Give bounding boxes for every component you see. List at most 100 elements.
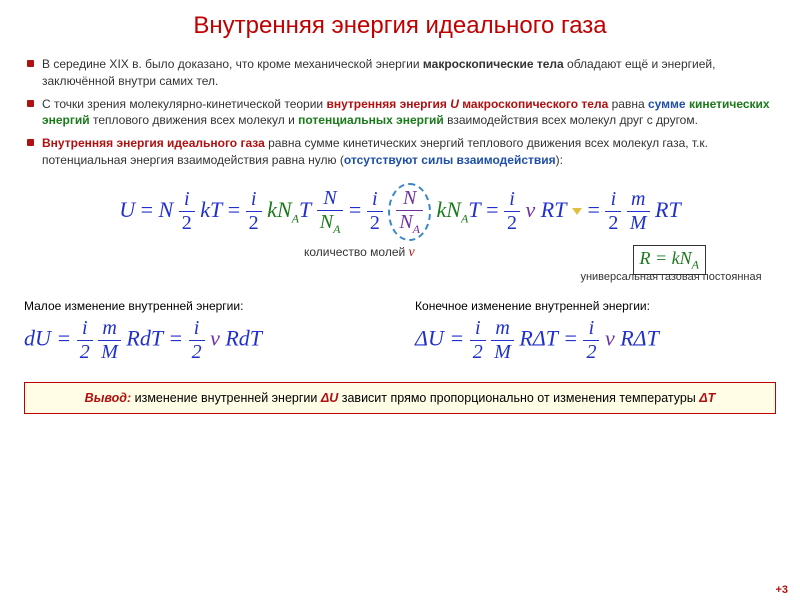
text: RΔT	[519, 325, 557, 350]
frac-num: i	[605, 188, 621, 212]
frac-num: i	[189, 317, 205, 341]
sub-A: A	[333, 222, 340, 236]
var-T: T	[468, 197, 480, 222]
slide-title: Внутренняя энергия идеального газа	[24, 12, 776, 40]
frac-num: i	[504, 188, 520, 212]
frac-num: i	[246, 188, 262, 212]
frac-num: i	[367, 188, 383, 212]
frac-num: i	[77, 317, 93, 341]
text: количество молей	[304, 245, 409, 259]
frac-den: M	[98, 341, 121, 364]
text: R = kN	[640, 248, 692, 268]
right-col: Конечное изменение внутренней энергии: Δ…	[415, 299, 776, 364]
var-R: R	[541, 197, 554, 222]
sub-A: A	[692, 257, 699, 271]
var-nu: ν	[605, 325, 615, 350]
frac-den: 2	[246, 212, 262, 235]
bold-text: макроскопические тела	[423, 57, 564, 71]
red-text: U	[450, 97, 459, 111]
left-col: Малое изменение внутренней энергии: dU =…	[24, 299, 385, 364]
red-text: внутренняя энергия	[326, 97, 450, 111]
bullet-1: В середине XIX в. было доказано, что кро…	[24, 56, 776, 90]
circled-fraction: NNA	[388, 183, 431, 241]
delta-T: ΔT	[699, 391, 715, 405]
red-text: Внутренняя энергия идеального газа	[42, 136, 265, 150]
var-k: k	[437, 197, 447, 222]
frac-den: 2	[367, 212, 383, 235]
var-k: k	[200, 197, 210, 222]
frac-den: 2	[605, 212, 621, 235]
var-T: T	[554, 197, 566, 222]
eq: =	[56, 325, 76, 350]
text: теплового движения всех молекул и	[90, 113, 298, 127]
arrow-down-icon	[572, 208, 582, 215]
gas-constant-label: универсальная газовая постоянная	[576, 271, 766, 283]
var-N: N	[159, 197, 174, 222]
frac-den: M	[627, 212, 650, 235]
text: В середине XIX в. было доказано, что кро…	[42, 57, 423, 71]
bullet-2: С точки зрения молекулярно-кинетической …	[24, 96, 776, 130]
var-k: k	[267, 197, 277, 222]
var-NA: N	[446, 197, 461, 222]
delta-U: ΔU	[321, 391, 338, 405]
eq: =	[349, 197, 367, 222]
var-NA: N	[277, 197, 292, 222]
frac-den: 2	[470, 341, 486, 364]
frac-num: m	[98, 317, 121, 341]
var-U: U	[119, 197, 135, 222]
var-R: R	[655, 197, 668, 222]
var-NA: N	[399, 211, 412, 233]
small-change-label: Малое изменение внутренней энергии:	[24, 299, 385, 313]
slide-number: +3	[775, 584, 788, 596]
text: С точки зрения молекулярно-кинетической …	[42, 97, 326, 111]
frac-den: 2	[583, 341, 599, 364]
eq: =	[141, 197, 159, 222]
red-text: макроскопического тела	[459, 97, 608, 111]
text: взаимодействия всех молекул друг с друго…	[444, 113, 698, 127]
sub-A: A	[413, 222, 420, 236]
var-DeltaU: ΔU	[415, 325, 444, 350]
frac-den: 2	[77, 341, 93, 364]
bullet-3: Внутренняя энергия идеального газа равна…	[24, 135, 776, 169]
frac-num: i	[179, 188, 195, 212]
nu-symbol: ν	[409, 245, 415, 260]
frac-den: 2	[189, 341, 205, 364]
moles-label: количество молей ν	[304, 245, 415, 261]
finite-change-formula: ΔU = i2 mM RΔT = i2 ν RΔT	[415, 317, 776, 364]
conclusion-lead: Вывод:	[85, 391, 131, 405]
var-T: T	[669, 197, 681, 222]
var-NA: N	[320, 211, 333, 233]
two-column-formulas: Малое изменение внутренней энергии: dU =…	[24, 299, 776, 364]
var-T: T	[299, 197, 311, 222]
bullet-list: В середине XIX в. было доказано, что кро…	[24, 56, 776, 169]
frac-den: M	[491, 341, 514, 364]
sub-labels: количество молей ν R = kNA универсальная…	[24, 245, 776, 285]
eq: =	[228, 197, 246, 222]
frac-num: m	[627, 188, 650, 212]
frac-den: 2	[504, 212, 520, 235]
var-nu: ν	[210, 325, 220, 350]
eq: =	[449, 325, 469, 350]
var-dU: dU	[24, 325, 51, 350]
var-nu: ν	[525, 197, 535, 222]
text: RdT	[126, 325, 162, 350]
frac-num: m	[491, 317, 514, 341]
eq: =	[563, 325, 583, 350]
frac-num: N	[317, 187, 344, 211]
text: RΔT	[620, 325, 659, 350]
text: ):	[556, 153, 563, 167]
text: равна	[608, 97, 648, 111]
text: RdT	[225, 325, 262, 350]
text: зависит прямо пропорционально от изменен…	[338, 391, 699, 405]
blue-text: сумме	[648, 97, 686, 111]
small-change-formula: dU = i2 mM RdT = i2 ν RdT	[24, 317, 385, 364]
eq: =	[587, 197, 605, 222]
finite-change-label: Конечное изменение внутренней энергии:	[415, 299, 776, 313]
conclusion-box: Вывод: изменение внутренней энергии ΔU з…	[24, 382, 776, 414]
frac-num: i	[470, 317, 486, 341]
frac-den: 2	[179, 212, 195, 235]
green-text: потенциальных энергий	[298, 113, 444, 127]
text: изменение внутренней энергии	[131, 391, 321, 405]
var-T: T	[210, 197, 222, 222]
main-formula: U = N i2 kT = i2 kNAT NNA = i2 NNA kNAT …	[24, 183, 776, 241]
